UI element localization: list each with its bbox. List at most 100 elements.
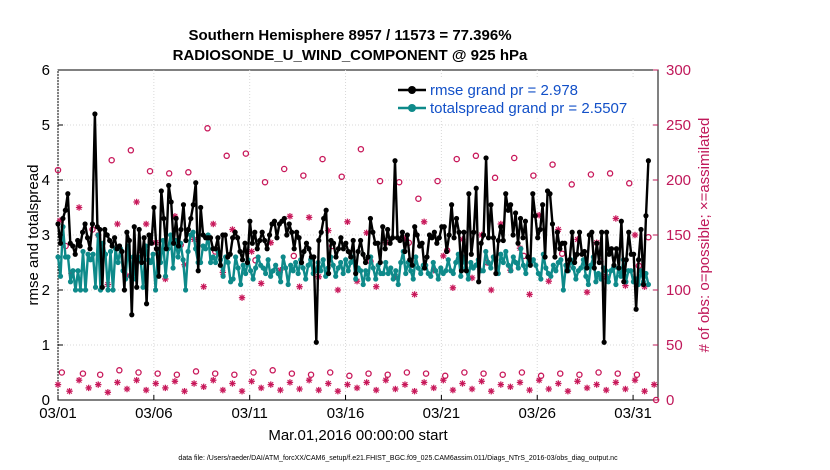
obs-possible-marker [499, 371, 506, 378]
y-left-tick-label: 1 [42, 337, 50, 354]
series-rmse-point [173, 215, 179, 222]
series-rmse-point [525, 254, 531, 260]
series-rmse-point [567, 257, 573, 263]
obs-possible-marker [242, 150, 250, 157]
series-rmse-point [188, 215, 194, 222]
series-rmse-point [574, 251, 580, 257]
series-spread-point [508, 268, 514, 274]
series-spread-point [238, 281, 244, 288]
y-right-tick-label: 0 [666, 392, 674, 409]
series-spread-point [533, 262, 539, 268]
series-rmse-point [343, 240, 349, 246]
series-spread-point [270, 268, 276, 274]
series-spread-point [268, 273, 274, 279]
series-rmse-point [500, 237, 506, 244]
obs-possible-marker [518, 369, 526, 376]
obs-assimilated-marker [382, 377, 389, 384]
series-rmse-point [640, 281, 647, 288]
series-rmse-point [340, 246, 346, 252]
obs-assimilated-marker [420, 218, 428, 225]
obs-assimilated-marker [171, 378, 179, 385]
series-rmse-point [318, 229, 324, 235]
series-rmse-point [151, 204, 157, 211]
series-rmse-point [136, 226, 142, 233]
series-rmse-point [463, 268, 469, 274]
obs-possible-marker [422, 370, 430, 377]
series-rmse-point [402, 248, 408, 255]
series-spread-point [383, 259, 389, 266]
series-spread-point [550, 262, 556, 268]
series-rmse-point [254, 246, 260, 252]
legend: rmse grand pr = 2.978 totalspread grand … [395, 77, 653, 119]
series-rmse-point [348, 254, 354, 260]
obs-possible-marker [96, 371, 104, 378]
series-rmse-point [498, 224, 504, 230]
series-rmse-point [480, 232, 487, 238]
series-rmse-point [436, 235, 442, 241]
series-spread-point [488, 265, 494, 271]
series-rmse-point [72, 251, 78, 257]
series-spread-point [520, 262, 526, 268]
series-spread-point [415, 265, 421, 271]
series-rmse-point [537, 226, 543, 233]
series-rmse-point [483, 155, 489, 161]
series-spread-point [290, 268, 296, 274]
series-rmse-point [158, 188, 164, 194]
series-spread-point [92, 284, 99, 290]
axis-ticks: 03/01 03/06 03/11 03/16 03/21 03/26 03/31 0 1 2 3 4… [39, 62, 691, 422]
series-rmse-point [70, 243, 76, 249]
series-rmse-point [362, 259, 369, 266]
series-spread-point [255, 254, 261, 260]
series-spread-point [213, 259, 219, 266]
series-spread-point [468, 259, 474, 266]
series-rmse-point [316, 237, 322, 244]
legend-rmse-marker [408, 86, 416, 94]
series-rmse-point [549, 221, 556, 227]
obs-assimilated-marker [114, 220, 121, 228]
obs-possible-marker [587, 171, 595, 178]
series-rmse-point [503, 191, 509, 197]
series-rmse-point [409, 262, 415, 268]
series-rmse-point [291, 246, 297, 252]
obs-assimilated-marker [612, 379, 620, 386]
series-spread-point [500, 259, 506, 266]
series-rmse-point [488, 202, 494, 208]
obs-assimilated-marker [430, 384, 437, 392]
series-rmse-point [222, 232, 228, 238]
x-tick-label: 03/11 [231, 405, 267, 422]
series-spread-point [553, 268, 559, 274]
series-rmse [55, 111, 652, 345]
obs-assimilated-marker [373, 386, 380, 394]
series-spread-point [558, 257, 564, 263]
series-spread-point [548, 273, 554, 279]
series-spread-point [340, 270, 346, 277]
series-rmse-point [512, 210, 519, 216]
series-rmse-point [365, 254, 371, 260]
obs-possible-marker [491, 174, 499, 182]
series-rmse-point [141, 235, 147, 241]
obs-assimilated-marker [305, 214, 313, 221]
obs-assimilated-marker [468, 385, 476, 393]
series-rmse-point [166, 182, 172, 189]
obs-possible-marker [614, 370, 621, 377]
series-rmse-point [183, 237, 189, 244]
obs-assimilated-marker [75, 204, 83, 211]
series-rmse-point [156, 273, 162, 279]
obs-assimilated-marker [411, 291, 418, 298]
obs-assimilated-marker [257, 384, 265, 392]
series-rmse-point [367, 215, 374, 222]
series-spread-point [57, 273, 64, 279]
series-rmse-point [562, 240, 568, 246]
series-spread-point [450, 270, 456, 277]
series-rmse-point [581, 248, 588, 255]
data-file-footer: data file: /Users/raeder/DAI/ATM_forcXX/… [178, 455, 618, 462]
obs-assimilated-marker [142, 386, 150, 394]
series-rmse-point [102, 226, 108, 233]
series-spread-point [513, 259, 519, 266]
obs-assimilated-marker [583, 289, 591, 296]
series-rmse-point [532, 213, 538, 219]
series-rmse-point [284, 232, 290, 238]
series-spread-point [300, 265, 306, 271]
series-rmse-point [414, 232, 420, 238]
